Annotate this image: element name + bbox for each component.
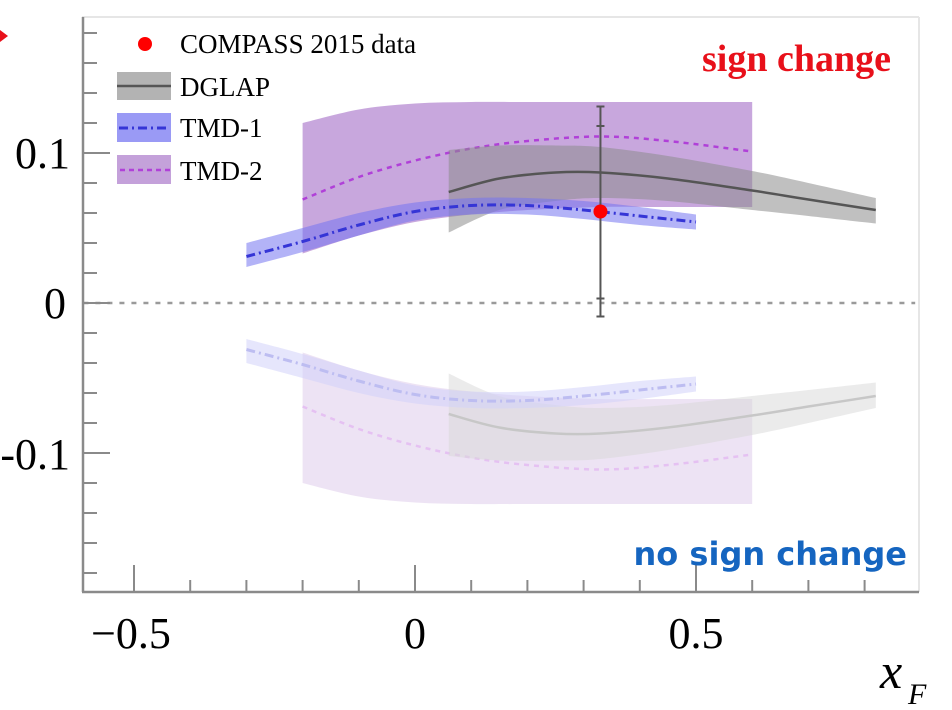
arrow-head-fragment (0, 30, 8, 42)
x-tick-label: −0.5 (91, 609, 171, 658)
legend-label: COMPASS 2015 data (180, 29, 416, 59)
band-tmd-1 (246, 197, 696, 267)
legend-marker-compass (138, 37, 152, 51)
data-point-compass (593, 204, 608, 219)
band-layer (246, 101, 876, 267)
legend-swatch-tmd2 (117, 155, 171, 184)
x-tick-label: 0.5 (669, 609, 724, 658)
y-tick-label: -0.1 (0, 430, 70, 479)
x-axis-title-subscript: F (907, 678, 927, 710)
mirror-band-tmd-2 (302, 352, 753, 505)
annotation-no-sign-change: no sign change (634, 535, 907, 573)
negative-mirror-layer (246, 339, 876, 505)
line-dglap (448, 170, 876, 212)
legend: COMPASS 2015 data DGLAP TMD-1 TMD-2 (117, 29, 416, 186)
mirror-line-tmd-2 (302, 405, 753, 471)
band-dglap (448, 145, 876, 233)
mirror-line-dglap (448, 394, 876, 436)
mirror-band-tmd-1 (246, 339, 696, 409)
legend-label: TMD-1 (180, 113, 263, 143)
annotation-sign-change: sign change (702, 38, 891, 80)
data-point-layer (593, 105, 608, 318)
x-axis-title: x (879, 643, 902, 699)
plot-frame (81, 16, 920, 594)
tick-layer (83, 32, 866, 592)
mirror-band-dglap (448, 373, 876, 461)
line-tmd-2 (302, 135, 753, 201)
x-tick-label: 0 (404, 609, 426, 658)
line-tmd-1 (246, 203, 697, 258)
legend-label: DGLAP (180, 72, 270, 102)
y-tick-label: 0 (44, 279, 66, 328)
legend-label: TMD-2 (180, 156, 263, 186)
y-tick-label: 0.1 (15, 129, 70, 178)
mirror-line-tmd-1 (246, 348, 697, 403)
